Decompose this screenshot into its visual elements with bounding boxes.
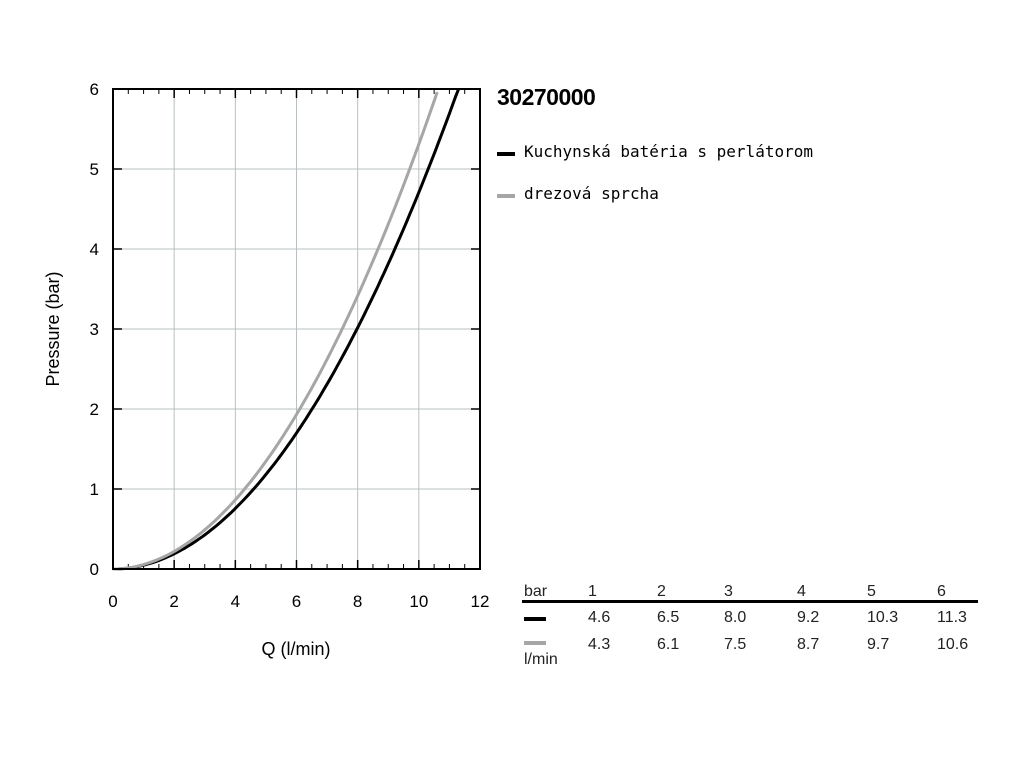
y-tick-label: 5 — [90, 160, 99, 179]
table-cell: 8.0 — [724, 609, 747, 626]
table-unit-label: l/min — [524, 651, 558, 668]
x-tick-label: 12 — [471, 592, 490, 611]
x-tick-label: 8 — [353, 592, 362, 611]
y-tick-label: 4 — [90, 240, 99, 259]
y-tick-label: 3 — [90, 320, 99, 339]
table-bar-label: bar — [524, 583, 548, 600]
table-cell: 10.3 — [867, 609, 899, 626]
table-cell: 6.5 — [657, 609, 680, 626]
y-axis-title: Pressure (bar) — [43, 271, 63, 386]
table-cell: 9.2 — [797, 609, 820, 626]
y-tick-label: 0 — [90, 560, 99, 579]
legend-swatch-black — [497, 152, 515, 156]
x-tick-label: 2 — [169, 592, 178, 611]
table-pressure-header: 6 — [937, 583, 946, 600]
legend-label: drezová sprcha — [524, 184, 659, 203]
y-tick-label: 1 — [90, 480, 99, 499]
table-cell: 8.7 — [797, 636, 820, 653]
table-pressure-header: 2 — [657, 583, 666, 600]
table-pressure-header: 3 — [724, 583, 733, 600]
table-pressure-header: 4 — [797, 583, 806, 600]
table-cell: 4.6 — [588, 609, 611, 626]
table-pressure-header: 1 — [588, 583, 597, 600]
plot-frame — [112, 88, 481, 570]
y-tick-label: 6 — [90, 80, 99, 99]
table-row-swatch-gray — [524, 641, 546, 645]
x-tick-label: 4 — [231, 592, 240, 611]
table-header-rule — [522, 600, 978, 603]
table-cell: 4.3 — [588, 636, 611, 653]
table-cell: 7.5 — [724, 636, 747, 653]
series-line-0 — [113, 88, 460, 571]
table-pressure-header: 5 — [867, 583, 876, 600]
table-cell: 9.7 — [867, 636, 890, 653]
table-cell: 10.6 — [937, 636, 969, 653]
x-tick-label: 0 — [108, 592, 117, 611]
product-code: 30270000 — [497, 84, 596, 110]
grid-lines — [113, 89, 480, 569]
table-cell: 6.1 — [657, 636, 680, 653]
table-row-swatch-black — [524, 617, 546, 621]
series-lines — [113, 88, 460, 571]
x-tick-label: 6 — [292, 592, 301, 611]
y-tick-label: 2 — [90, 400, 99, 419]
series-line-1 — [113, 91, 439, 571]
legend-label: Kuchynská batéria s perlátorom — [524, 142, 813, 161]
legend-swatch-gray — [497, 194, 515, 198]
table-cell: 11.3 — [937, 609, 967, 626]
x-axis-title: Q (l/min) — [262, 639, 331, 659]
x-tick-label: 10 — [409, 592, 428, 611]
